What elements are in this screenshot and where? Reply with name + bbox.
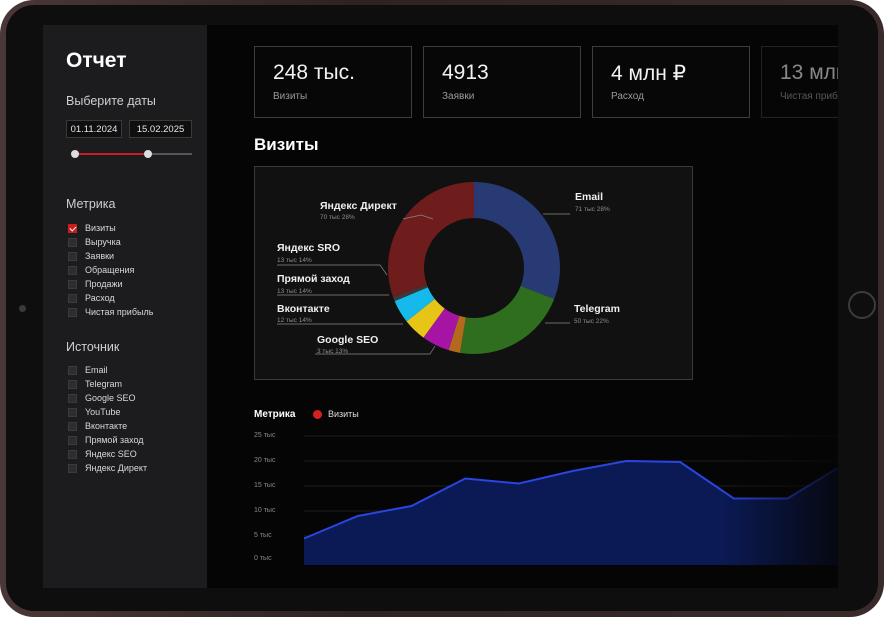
leader-line [277,264,388,276]
date-from-input[interactable]: 01.11.2024 [66,120,122,138]
metric-option-label[interactable]: Продажи [85,279,123,289]
donut-slice[interactable] [459,286,555,354]
fade-overlay [304,430,838,570]
y-tick-label: 5 тыс [254,532,272,539]
y-tick-label: 25 тыс [254,432,276,439]
date-to-input[interactable]: 15.02.2025 [129,120,192,138]
donut-label-email: Email [575,191,604,203]
leader-line [402,214,434,220]
metric-option-label[interactable]: Заявки [85,251,115,261]
series-line [303,459,838,540]
legend-dot [313,410,322,419]
donut-slice[interactable] [474,182,560,300]
donut-stat-direct: 13 тыс 14% [277,288,312,295]
metric-checkbox[interactable] [68,266,77,275]
donut-stat-telegram: 50 тыс 22% [574,318,609,325]
source-checkbox[interactable] [68,464,77,473]
slider-handle-end[interactable] [144,150,152,158]
kpi-card-expense: 4 млн ₽ Расход [592,46,750,118]
kpi-value: 248 тыс. [273,61,355,84]
y-tick-label: 10 тыс [254,507,276,514]
source-section-label: Источник [66,340,120,354]
donut-slice[interactable] [388,182,474,297]
kpi-caption: Расход [611,91,644,102]
metric-checkbox[interactable] [68,308,77,317]
sidebar: Отчет Выберите даты 01.11.2024 15.02.202… [43,25,207,588]
y-tick-label: 15 тыс [254,482,276,489]
kpi-card-visits: 248 тыс. Визиты [254,46,412,118]
kpi-value: 4913 [442,61,489,84]
y-tick-label: 20 тыс [254,457,276,464]
donut-slice[interactable] [394,287,435,322]
donut-slice[interactable] [392,284,428,302]
source-checkbox[interactable] [68,436,77,445]
metric-checkbox[interactable] [68,280,77,289]
source-checkbox[interactable] [68,422,77,431]
source-option-label[interactable]: Вконтакте [85,421,128,431]
donut-label-direct: Прямой заход [277,273,350,285]
metric-checkbox[interactable] [68,294,77,303]
metric-checkbox[interactable] [68,252,77,261]
source-checkbox[interactable] [68,450,77,459]
legend-label[interactable]: Визиты [328,409,359,419]
donut-stat-email: 71 тыс 28% [575,206,610,213]
donut-stat-vk: 12 тыс 14% [277,317,312,324]
kpi-value: 13 млн [780,61,838,84]
leader-line [315,345,436,355]
slider-range-fill [73,153,148,155]
dates-label: Выберите даты [66,94,156,108]
kpi-caption: Чистая прибыль [780,91,838,102]
donut-slice[interactable] [406,299,445,338]
kpi-card-requests: 4913 Заявки [423,46,581,118]
screen: Отчет Выберите даты 01.11.2024 15.02.202… [43,25,838,588]
area-fill [304,461,838,565]
metric-option-label[interactable]: Визиты [85,223,116,233]
slider-handle-start[interactable] [71,150,79,158]
donut-stat-google-seo: 3 тыс 13% [317,348,349,355]
donut-label-google-seo: Google SEO [317,334,379,346]
kpi-caption: Визиты [273,91,308,102]
donut-stat-yandex-direct: 70 тыс 28% [320,214,355,221]
kpi-card-profit: 13 млн Чистая прибыль [761,46,838,118]
donut-label-vk: Вконтакте [277,303,330,315]
line-chart-title: Метрика [254,409,296,420]
donut-slice[interactable] [448,315,466,353]
metric-option-label[interactable]: Обращения [85,265,135,275]
kpi-caption: Заявки [442,91,475,102]
date-range-slider[interactable] [71,150,192,158]
metric-section-label: Метрика [66,197,116,211]
source-option-label[interactable]: Прямой заход [85,435,144,445]
donut-label-telegram: Telegram [574,303,620,315]
source-option-label[interactable]: Яндекс SEO [85,449,137,459]
source-checkbox[interactable] [68,408,77,417]
donut-card: Яндекс Директ 70 тыс 28% Email 71 тыс 28… [254,166,693,380]
metric-option-label[interactable]: Чистая прибыль [85,307,154,317]
kpi-value: 4 млн ₽ [611,62,686,85]
donut-label-yandex-direct: Яндекс Директ [320,200,397,212]
source-option-label[interactable]: YouTube [85,407,121,417]
source-option-label[interactable]: Telegram [85,379,123,389]
home-button[interactable] [848,291,876,319]
y-tick-label: 0 тыс [254,555,272,562]
source-checkbox[interactable] [68,380,77,389]
main-content: 248 тыс. Визиты 4913 Заявки 4 млн ₽ Расх… [207,25,838,588]
camera-dot [19,305,26,312]
donut-slice[interactable] [423,308,460,351]
donut-stat-yandex-seo: 13 тыс 14% [277,257,312,264]
visits-heading: Визиты [254,135,319,154]
source-option-label[interactable]: Google SEO [85,393,136,403]
source-checkbox[interactable] [68,394,77,403]
source-checkbox[interactable] [68,366,77,375]
metric-checkbox[interactable] [68,224,77,233]
page-title: Отчет [66,49,127,72]
source-option-label[interactable]: Email [85,365,108,375]
metric-checkbox[interactable] [68,238,77,247]
source-option-label[interactable]: Яндекс Директ [85,463,148,473]
donut-label-yandex-seo: Яндекс SRO [277,242,341,254]
metric-option-label[interactable]: Выручка [85,237,121,247]
metric-option-label[interactable]: Расход [85,293,115,303]
donut-chart [277,182,570,355]
